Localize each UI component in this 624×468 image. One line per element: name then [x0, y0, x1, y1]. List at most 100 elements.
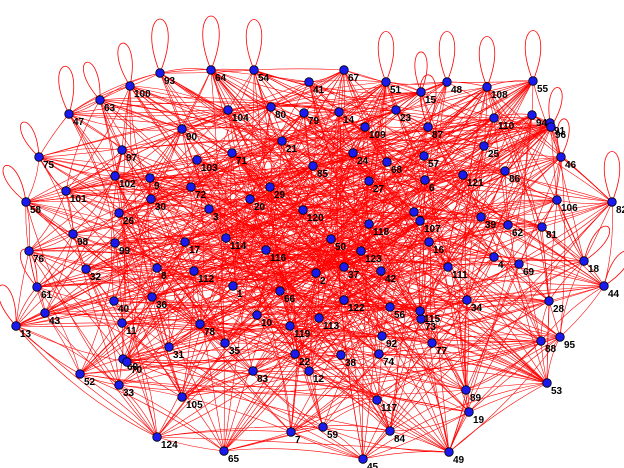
node-dot[interactable]: [298, 205, 308, 215]
node-115[interactable]: 115: [415, 306, 441, 325]
node-dot[interactable]: [358, 454, 368, 464]
node-dot[interactable]: [304, 366, 314, 376]
node-dot[interactable]: [461, 385, 471, 395]
node-72[interactable]: 72: [186, 182, 207, 201]
node-122[interactable]: 122: [339, 295, 365, 314]
node-10[interactable]: 10: [252, 310, 273, 329]
node-dot[interactable]: [192, 155, 202, 165]
node-dot[interactable]: [245, 194, 255, 204]
node-52[interactable]: 52: [75, 369, 96, 388]
node-2[interactable]: 2: [311, 268, 326, 287]
node-dot[interactable]: [528, 76, 538, 86]
node-dot[interactable]: [248, 366, 258, 376]
node-54[interactable]: 54: [249, 65, 270, 84]
node-dot[interactable]: [424, 237, 434, 247]
node-dot[interactable]: [249, 65, 259, 75]
node-48[interactable]: 48: [442, 77, 463, 96]
node-63[interactable]: 63: [95, 95, 116, 114]
node-dot[interactable]: [189, 266, 199, 276]
node-99[interactable]: 99: [110, 238, 131, 257]
node-112[interactable]: 112: [189, 266, 215, 285]
node-88[interactable]: 88: [536, 336, 557, 355]
node-dot[interactable]: [122, 357, 132, 367]
node-dot[interactable]: [299, 108, 309, 118]
node-28[interactable]: 28: [544, 296, 565, 315]
node-dot[interactable]: [391, 105, 401, 115]
node-66[interactable]: 66: [275, 286, 296, 305]
node-70[interactable]: 70: [122, 357, 143, 376]
node-dot[interactable]: [482, 82, 492, 92]
node-dot[interactable]: [304, 77, 314, 87]
node-dot[interactable]: [261, 245, 271, 255]
node-53[interactable]: 53: [542, 378, 563, 397]
node-dot[interactable]: [227, 148, 237, 158]
node-dot[interactable]: [24, 246, 34, 256]
node-95[interactable]: 95: [555, 332, 576, 351]
node-73[interactable]: 73: [416, 314, 437, 333]
node-77[interactable]: 77: [427, 338, 448, 357]
node-31[interactable]: 31: [164, 342, 185, 361]
node-58[interactable]: 58: [21, 197, 42, 216]
node-dot[interactable]: [164, 342, 174, 352]
node-dot[interactable]: [556, 152, 566, 162]
node-47[interactable]: 47: [64, 109, 85, 128]
node-dot[interactable]: [117, 145, 127, 155]
node-dot[interactable]: [364, 219, 374, 229]
node-94[interactable]: 94: [527, 110, 548, 129]
node-dot[interactable]: [409, 207, 419, 217]
node-42[interactable]: 42: [376, 266, 397, 285]
node-96[interactable]: 96: [546, 122, 567, 141]
node-dot[interactable]: [204, 204, 214, 214]
node-6[interactable]: 6: [420, 175, 435, 194]
node-dot[interactable]: [147, 292, 157, 302]
node-dot[interactable]: [221, 233, 231, 243]
node-dot[interactable]: [34, 152, 44, 162]
node-dot[interactable]: [374, 349, 384, 359]
node-dot[interactable]: [314, 313, 324, 323]
node-51[interactable]: 51: [381, 77, 402, 96]
node-dot[interactable]: [110, 238, 120, 248]
node-84[interactable]: 84: [385, 426, 406, 445]
node-110[interactable]: 110: [489, 113, 515, 132]
node-dot[interactable]: [416, 87, 426, 97]
node-dot[interactable]: [427, 338, 437, 348]
node-65[interactable]: 65: [219, 446, 240, 465]
node-dot[interactable]: [348, 148, 358, 158]
node-59[interactable]: 59: [318, 422, 339, 441]
node-50[interactable]: 50: [326, 234, 347, 253]
node-11[interactable]: 11: [117, 318, 137, 337]
node-38[interactable]: 38: [336, 350, 357, 369]
node-dot[interactable]: [462, 295, 472, 305]
node-dot[interactable]: [479, 141, 489, 151]
node-87[interactable]: 87: [423, 122, 444, 141]
node-69[interactable]: 69: [514, 259, 535, 278]
node-55[interactable]: 55: [528, 76, 549, 95]
node-dot[interactable]: [206, 65, 216, 75]
node-dot[interactable]: [360, 122, 370, 132]
node-24[interactable]: 24: [348, 148, 369, 167]
node-dot[interactable]: [114, 208, 124, 218]
node-1[interactable]: 1: [228, 281, 243, 300]
node-dot[interactable]: [382, 157, 392, 167]
node-121[interactable]: 121: [458, 170, 484, 189]
node-61[interactable]: 61: [32, 282, 53, 301]
node-dot[interactable]: [514, 259, 524, 269]
node-dot[interactable]: [285, 321, 295, 331]
node-dot[interactable]: [286, 427, 296, 437]
node-92[interactable]: 92: [377, 331, 398, 350]
node-12[interactable]: 12: [304, 366, 325, 385]
node-dot[interactable]: [114, 380, 124, 390]
node-18[interactable]: 18: [579, 256, 600, 275]
node-90[interactable]: 90: [177, 124, 198, 143]
node-dot[interactable]: [376, 266, 386, 276]
node-17[interactable]: 17: [180, 237, 201, 256]
node-dot[interactable]: [489, 252, 499, 262]
node-119[interactable]: 119: [285, 321, 311, 340]
node-109[interactable]: 109: [360, 122, 386, 141]
node-dot[interactable]: [275, 286, 285, 296]
node-dot[interactable]: [318, 422, 328, 432]
node-40[interactable]: 40: [109, 296, 130, 315]
node-dot[interactable]: [544, 296, 554, 306]
node-79[interactable]: 79: [299, 108, 320, 127]
node-dot[interactable]: [552, 195, 562, 205]
